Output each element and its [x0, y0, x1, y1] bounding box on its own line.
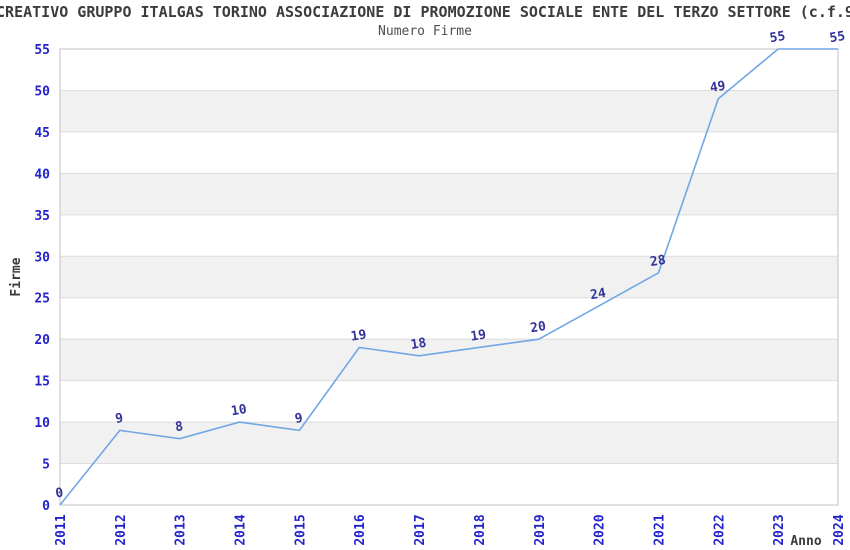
data-label: 0: [54, 485, 64, 501]
x-axis-title: Anno: [790, 534, 821, 549]
x-tick-label: 2012: [114, 514, 129, 545]
data-label: 18: [410, 336, 428, 353]
data-label: 49: [709, 79, 727, 96]
y-tick-label: 10: [34, 416, 50, 431]
plot-frame: [59, 48, 839, 506]
chart-title: CREATIVO GRUPPO ITALGAS TORINO ASSOCIAZI…: [0, 3, 850, 21]
y-tick-label: 35: [34, 209, 50, 224]
x-tick-label: 2022: [712, 514, 727, 545]
y-axis-title: Firme: [9, 257, 24, 296]
band-row: [60, 339, 838, 381]
x-tick-label: 2019: [533, 514, 548, 545]
x-tick-label: 2020: [593, 514, 608, 545]
data-label: 20: [529, 319, 547, 336]
data-label: 10: [230, 402, 248, 419]
data-label: 55: [769, 29, 787, 46]
band-row: [60, 90, 838, 132]
x-tick-label: 2021: [652, 514, 667, 545]
data-label: 24: [589, 286, 607, 303]
y-tick-label: 40: [34, 167, 50, 182]
chart-subtitle: Numero Firme: [378, 24, 472, 39]
data-label: 28: [649, 253, 667, 270]
band-row: [60, 173, 838, 215]
x-tick-label: 2014: [234, 514, 249, 545]
y-tick-label: 0: [42, 499, 50, 514]
data-line: [59, 48, 838, 506]
y-tick-label: 55: [34, 43, 50, 58]
data-label: 55: [829, 29, 847, 46]
data-label: 19: [469, 327, 487, 344]
x-tick-label: 2016: [353, 514, 368, 545]
band-row: [60, 256, 838, 298]
data-label: 19: [350, 327, 368, 344]
x-tick-label: 2013: [174, 514, 189, 545]
y-tick-label: 45: [34, 126, 50, 141]
y-tick-label: 20: [34, 333, 50, 348]
x-tick-label: 2023: [772, 514, 787, 545]
y-tick-label: 15: [34, 375, 50, 390]
y-tick-label: 50: [34, 84, 50, 99]
x-tick-label: 2015: [293, 514, 308, 545]
x-tick-label: 2011: [54, 514, 69, 545]
x-tick-label: 2024: [832, 514, 847, 545]
y-tick-label: 25: [34, 292, 50, 307]
x-tick-label: 2018: [473, 514, 488, 545]
data-label: 9: [294, 411, 304, 427]
y-tick-label: 5: [42, 458, 50, 473]
x-tick-label: 2017: [413, 514, 428, 545]
data-label: 8: [174, 419, 184, 435]
band-row: [60, 422, 838, 464]
data-label: 9: [114, 411, 124, 427]
y-tick-label: 30: [34, 250, 50, 265]
